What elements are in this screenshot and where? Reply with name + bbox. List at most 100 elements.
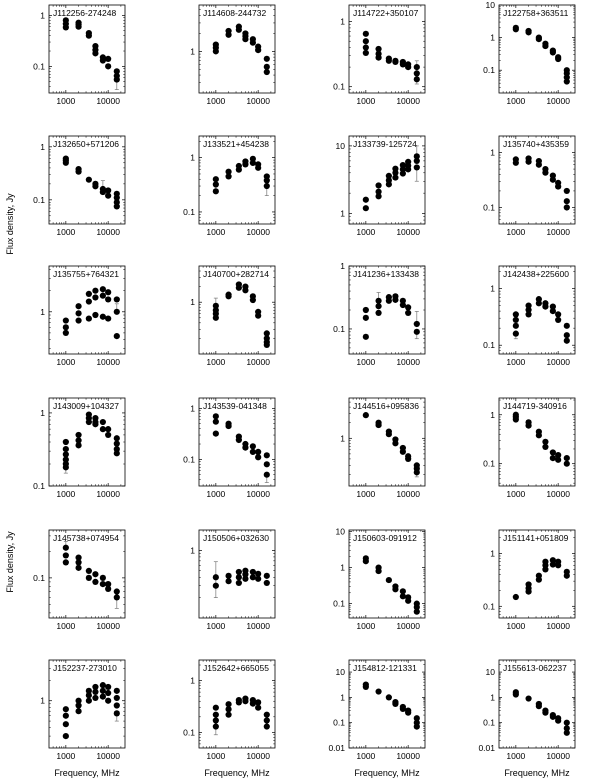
data-point bbox=[399, 301, 406, 309]
data-point bbox=[62, 438, 69, 446]
data-point bbox=[113, 694, 120, 702]
data-point bbox=[525, 422, 532, 429]
y-tick-label: 1 bbox=[340, 433, 345, 443]
panel-3: 1000 10000 0.1 1 J114722+350107 bbox=[333, 4, 426, 106]
data-point bbox=[75, 554, 82, 561]
data-point bbox=[113, 710, 120, 717]
data-point bbox=[362, 412, 369, 419]
data-point bbox=[413, 64, 420, 71]
data-point bbox=[92, 683, 99, 691]
data-point bbox=[75, 23, 82, 30]
panel-20: 1000 10000 0.1 1 J151141+051809 bbox=[483, 529, 576, 631]
x-tick-label: 1000 bbox=[56, 96, 75, 106]
data-point bbox=[362, 558, 369, 565]
plot-frame bbox=[198, 397, 276, 487]
y-tick-label: 0.1 bbox=[333, 324, 345, 334]
data-point bbox=[235, 26, 242, 33]
data-point bbox=[235, 166, 242, 173]
data-point bbox=[113, 68, 120, 75]
data-point bbox=[249, 574, 256, 581]
plot-frame bbox=[48, 397, 126, 487]
data-point bbox=[555, 55, 562, 63]
y-axis-label-upper: Flux density, Jy bbox=[5, 193, 15, 255]
y-tick-label: 0.1 bbox=[483, 65, 495, 75]
y-tick-label: 0.1 bbox=[183, 454, 195, 464]
y-axis-label-lower: Flux density, Jy bbox=[5, 531, 15, 593]
data-point bbox=[263, 461, 270, 468]
plot-frame bbox=[198, 4, 276, 94]
data-point bbox=[563, 187, 570, 195]
x-tick-label: 1000 bbox=[356, 227, 375, 237]
data-point bbox=[263, 182, 270, 190]
x-tick-label: 1000 bbox=[356, 751, 375, 761]
data-point bbox=[62, 732, 69, 740]
y-tick-label: 1 bbox=[40, 307, 45, 317]
data-point bbox=[212, 574, 219, 581]
data-point bbox=[85, 32, 92, 39]
data-point bbox=[212, 711, 219, 718]
data-point bbox=[525, 29, 532, 36]
y-tick-label: 1 bbox=[490, 33, 495, 43]
x-tick-label: 10000 bbox=[96, 751, 120, 761]
panel-title: J114608-244732 bbox=[203, 8, 266, 18]
data-point bbox=[92, 571, 99, 578]
data-point bbox=[212, 181, 219, 188]
data-point bbox=[563, 572, 570, 579]
panel-title: J152642+665055 bbox=[203, 663, 269, 673]
x-tick-label: 10000 bbox=[396, 96, 420, 106]
data-point bbox=[212, 430, 219, 437]
data-point bbox=[263, 177, 270, 184]
y-tick-label: 0.1 bbox=[33, 195, 45, 205]
panel-title: J132650+571206 bbox=[53, 139, 119, 149]
data-point bbox=[563, 198, 570, 205]
panel-title: J133521+454238 bbox=[203, 139, 269, 149]
data-point bbox=[249, 39, 256, 46]
data-point bbox=[212, 704, 219, 711]
data-point bbox=[555, 562, 562, 569]
data-point bbox=[413, 153, 420, 160]
x-tick-label: 10000 bbox=[96, 621, 120, 631]
data-point bbox=[225, 706, 232, 713]
data-point bbox=[263, 723, 270, 730]
data-point bbox=[405, 64, 412, 71]
data-point bbox=[535, 300, 542, 307]
y-tick-label: 1 bbox=[190, 297, 195, 307]
data-point bbox=[255, 454, 262, 461]
data-point bbox=[212, 582, 219, 589]
data-point bbox=[549, 561, 556, 568]
data-point bbox=[542, 709, 549, 716]
panel-title: J122758+363511 bbox=[503, 8, 569, 18]
data-point bbox=[362, 44, 369, 51]
y-tick-label: 1 bbox=[490, 284, 495, 294]
data-point bbox=[512, 26, 519, 33]
panel-14: 1000 10000 0.1 1 J143539-041348 bbox=[183, 397, 276, 499]
data-point bbox=[62, 451, 69, 458]
data-point bbox=[512, 691, 519, 698]
panel-title: J142438+225600 bbox=[503, 269, 569, 279]
plot-frame bbox=[498, 265, 576, 355]
data-point bbox=[75, 708, 82, 715]
data-point bbox=[225, 293, 232, 300]
data-point bbox=[92, 294, 99, 301]
data-point bbox=[242, 36, 249, 43]
data-point bbox=[563, 725, 570, 732]
data-point bbox=[512, 316, 519, 323]
panel-grid: 1000 10000 0.1 1 J112256-274248 1000 10000 1 J11… bbox=[33, 0, 576, 761]
x-tick-label: 1000 bbox=[206, 357, 225, 367]
plot-frame bbox=[348, 529, 426, 619]
data-point bbox=[392, 58, 399, 66]
y-tick-label: 10 bbox=[486, 667, 496, 677]
data-point bbox=[75, 310, 82, 317]
x-tick-label: 1000 bbox=[356, 357, 375, 367]
plot-frame bbox=[48, 529, 126, 619]
data-point bbox=[549, 455, 556, 462]
data-point bbox=[99, 313, 106, 320]
data-point bbox=[212, 717, 219, 724]
data-point bbox=[75, 697, 82, 704]
data-point bbox=[62, 544, 69, 551]
panel-title: J154812-121331 bbox=[353, 663, 417, 673]
data-point bbox=[362, 333, 369, 340]
x-tick-label: 10000 bbox=[396, 489, 420, 499]
data-point bbox=[542, 443, 549, 451]
y-tick-label: 1 bbox=[190, 153, 195, 163]
